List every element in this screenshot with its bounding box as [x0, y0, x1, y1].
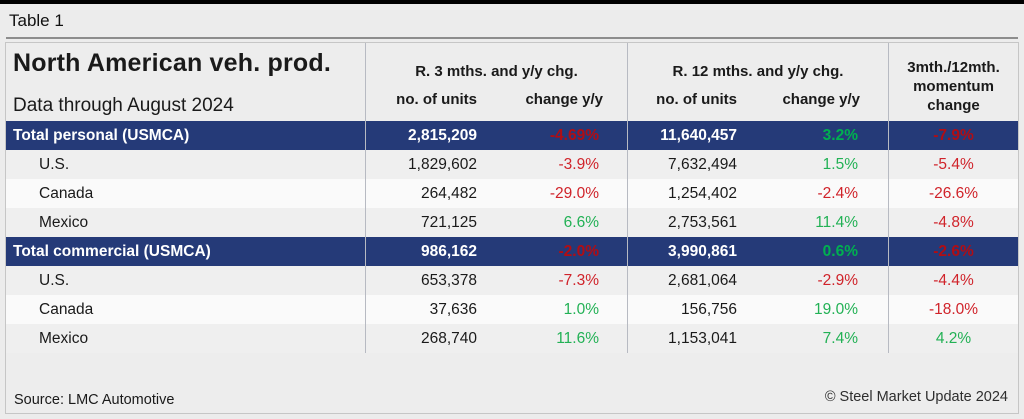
row-label: Mexico [6, 324, 366, 353]
change-3m-value: 6.6% [481, 208, 628, 237]
table-row-total-personal: Total personal (USMCA) 2,815,209 -4.69% … [6, 121, 1018, 150]
momentum-value: -4.4% [933, 271, 974, 289]
column-header-units-12m: no. of units [656, 91, 737, 109]
units-12m-value: 2,681,064 [668, 271, 737, 289]
change-12m-value: -2.4% [743, 179, 889, 208]
change-12m-value: 19.0% [743, 295, 889, 324]
units-3m-value: 264,482 [420, 184, 477, 202]
top-divider-bar [0, 0, 1024, 4]
table-row-canada-personal: Canada 264,482 -29.0% 1,254,402 -2.4% -2… [6, 179, 1018, 208]
change-12m-value: 11.4% [743, 208, 889, 237]
change-12m-value: -2.9% [743, 266, 889, 295]
momentum-value: -7.9% [933, 126, 974, 144]
units-12m-value: 11,640,457 [660, 126, 737, 144]
table-header: North American veh. prod. Data through A… [6, 43, 1018, 121]
header-rule [6, 37, 1018, 39]
momentum-header-line1: 3mth./12mth. [907, 58, 1000, 76]
change-3m-value: -3.9% [481, 150, 628, 179]
column-group-12-months: R. 12 mths. and y/y chg. [628, 43, 889, 86]
row-label: Canada [6, 295, 366, 324]
units-3m-value: 986,162 [420, 242, 477, 260]
change-3m-value: 11.6% [481, 324, 628, 353]
table-row-total-commercial: Total commercial (USMCA) 986,162 -2.0% 3… [6, 237, 1018, 266]
column-group-3-months: R. 3 mths. and y/y chg. [366, 43, 628, 86]
table-title: North American veh. prod. [13, 49, 332, 77]
change-12m-value: 1.5% [743, 150, 889, 179]
table-number-label: Table 1 [9, 11, 64, 30]
units-12m-value: 3,990,861 [668, 242, 737, 260]
table-footer: Source: LMC Automotive © Steel Market Up… [6, 353, 1018, 414]
change-12m-value: 3.2% [743, 121, 889, 150]
table-row-mexico-commercial: Mexico 268,740 11.6% 1,153,041 7.4% 4.2% [6, 324, 1018, 353]
change-3m-value: -29.0% [481, 179, 628, 208]
momentum-value: -26.6% [928, 184, 979, 202]
table-row-us-personal: U.S. 1,829,602 -3.9% 7,632,494 1.5% -5.4… [6, 150, 1018, 179]
units-12m-value: 156,756 [680, 300, 737, 318]
row-label: Total commercial (USMCA) [6, 237, 366, 266]
source-note: Source: LMC Automotive [14, 392, 175, 408]
row-label: U.S. [6, 266, 366, 295]
units-3m-value: 37,636 [429, 300, 477, 318]
change-12m-value: 0.6% [743, 237, 889, 266]
column-header-units-3m: no. of units [396, 91, 477, 109]
units-3m-value: 2,815,209 [408, 126, 477, 144]
units-3m-value: 268,740 [420, 329, 477, 347]
vehicle-production-table: North American veh. prod. Data through A… [5, 42, 1019, 414]
column-header-change-3m: change y/y [481, 85, 628, 121]
row-label: Mexico [6, 208, 366, 237]
copyright-note: © Steel Market Update 2024 [824, 389, 1008, 405]
momentum-value: -5.4% [933, 155, 974, 173]
momentum-value: 4.2% [935, 329, 972, 347]
table-subtitle: Data through August 2024 [13, 95, 234, 116]
row-label: Total personal (USMCA) [6, 121, 366, 150]
momentum-value: -18.0% [928, 300, 979, 318]
momentum-header-line2: momentum [913, 77, 994, 95]
change-3m-value: -2.0% [481, 237, 628, 266]
table-row-mexico-personal: Mexico 721,125 6.6% 2,753,561 11.4% -4.8… [6, 208, 1018, 237]
momentum-value: -4.8% [933, 213, 974, 231]
units-12m-value: 1,254,402 [668, 184, 737, 202]
momentum-value: -2.6% [933, 242, 974, 260]
table-row-us-commercial: U.S. 653,378 -7.3% 2,681,064 -2.9% -4.4% [6, 266, 1018, 295]
units-12m-value: 2,753,561 [668, 213, 737, 231]
units-12m-value: 1,153,041 [668, 329, 737, 347]
change-3m-value: 1.0% [481, 295, 628, 324]
change-12m-value: 7.4% [743, 324, 889, 353]
change-3m-value: -4.69% [481, 121, 628, 150]
column-header-momentum: 3mth./12mth. momentum change [889, 43, 1018, 121]
title-block: North American veh. prod. Data through A… [6, 43, 366, 121]
row-label: U.S. [6, 150, 366, 179]
table-row-canada-commercial: Canada 37,636 1.0% 156,756 19.0% -18.0% [6, 295, 1018, 324]
units-3m-value: 653,378 [420, 271, 477, 289]
column-header-change-12m: change y/y [743, 85, 889, 121]
change-3m-value: -7.3% [481, 266, 628, 295]
units-12m-value: 7,632,494 [668, 155, 737, 173]
units-3m-value: 721,125 [420, 213, 477, 231]
units-3m-value: 1,829,602 [408, 155, 477, 173]
row-label: Canada [6, 179, 366, 208]
momentum-header-line3: change [927, 96, 980, 114]
